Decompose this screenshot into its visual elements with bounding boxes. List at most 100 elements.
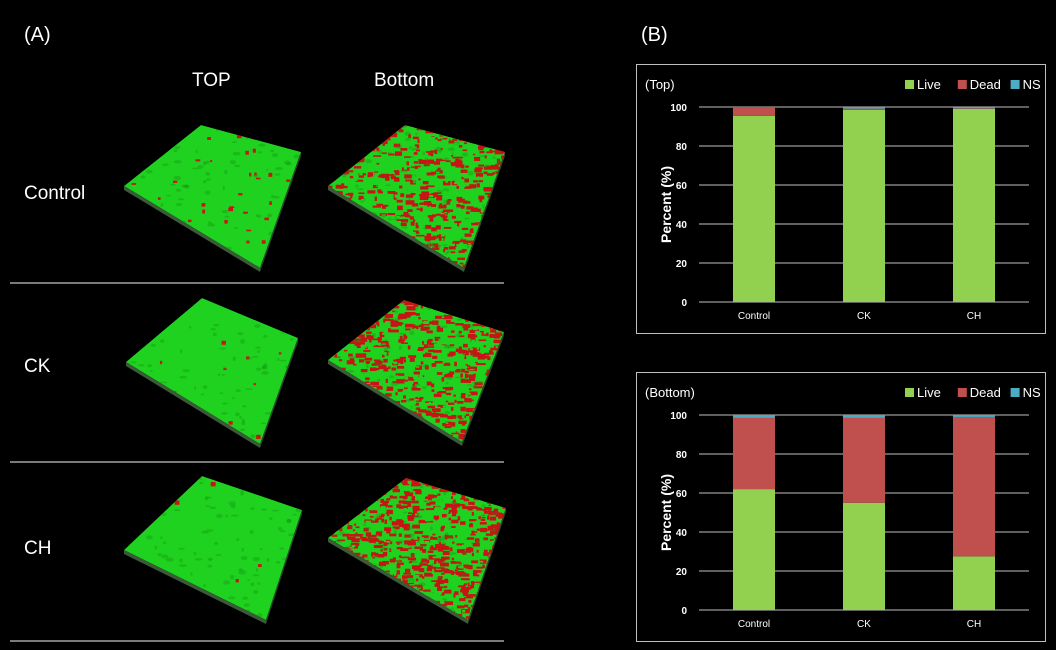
slab-speckle [493, 212, 497, 215]
slab-speckle [328, 337, 334, 342]
slab-texture [505, 569, 506, 572]
slab-texture [204, 160, 210, 164]
slab-speckle [495, 346, 498, 348]
bar-control-dead [733, 417, 775, 490]
slab-speckle [402, 506, 408, 509]
y-tick-label: 40 [676, 220, 688, 231]
slab-speckle [402, 390, 408, 395]
slab-speckle [504, 578, 506, 583]
slab-speckle [328, 254, 332, 260]
slab-texture [286, 162, 292, 166]
slab-speckle [494, 526, 500, 530]
slab-texture [483, 164, 490, 168]
slab-speckle [471, 560, 479, 564]
slab-speckle [476, 420, 481, 424]
slab-texture [147, 300, 156, 303]
slab-speckle [356, 147, 361, 151]
slab-speckle [493, 401, 497, 404]
slab-texture [249, 530, 254, 534]
slab-speckle [429, 217, 434, 222]
slab-speckle [368, 129, 377, 134]
slab-speckle [496, 253, 505, 258]
slab-speckle [486, 447, 489, 448]
slab-speckle [436, 372, 443, 375]
slab-speckle [246, 240, 250, 244]
slab-speckle [452, 554, 457, 557]
slab-speckle [377, 337, 382, 341]
slab-speckle [462, 176, 468, 178]
slab-speckle [328, 210, 336, 213]
slab-texture [365, 418, 373, 421]
slab-speckle [415, 432, 422, 436]
slab-speckle [381, 444, 386, 448]
slab-speckle [371, 300, 375, 301]
slab-speckle [416, 198, 420, 202]
slab-speckle [501, 131, 505, 135]
slab-speckle [412, 401, 417, 405]
slab-speckle [411, 500, 419, 504]
slab-texture [444, 532, 449, 537]
slab-speckle [491, 171, 495, 175]
slab-texture [200, 393, 205, 396]
slab-speckle [408, 560, 415, 564]
slab-speckle [421, 267, 428, 268]
slab-speckle [489, 263, 493, 267]
slab-texture [240, 491, 244, 496]
slab-speckle [452, 541, 455, 544]
slab-speckle [375, 603, 384, 606]
slab-speckle [374, 196, 377, 202]
slab-speckle [451, 414, 457, 419]
slab-texture [174, 134, 183, 138]
slab-speckle [360, 221, 366, 226]
slab-speckle [328, 352, 331, 356]
slab-speckle [324, 582, 328, 585]
slab-speckle [499, 571, 503, 575]
slab-speckle [471, 248, 476, 251]
slab-speckle [435, 543, 443, 549]
slab-texture [149, 369, 153, 372]
slab-speckle [486, 478, 492, 482]
slab-speckle [299, 194, 301, 199]
slab-speckle [489, 228, 497, 234]
slab-speckle [469, 377, 476, 381]
slab-speckle [458, 330, 462, 334]
slab-speckle [463, 174, 469, 178]
slab-speckle [499, 594, 502, 598]
slab-texture [333, 255, 336, 259]
slab-speckle [339, 128, 345, 132]
slab-speckle [360, 302, 369, 305]
slab-speckle [384, 260, 392, 264]
slab-speckle [445, 193, 451, 195]
y-axis-label: Percent (%) [658, 166, 674, 243]
slab-speckle [363, 204, 369, 206]
slab-speckle [332, 146, 335, 150]
slab-speckle [479, 321, 482, 324]
slab-speckle [363, 313, 370, 316]
slab-speckle [457, 401, 464, 404]
slab-speckle [463, 499, 467, 502]
slab-speckle [487, 515, 490, 520]
slab-speckle [373, 593, 380, 596]
slab-speckle [415, 258, 423, 261]
slab-speckle [491, 421, 495, 425]
column-header-bottom: Bottom [374, 70, 435, 91]
slab-speckle [471, 401, 477, 405]
slab-speckle [473, 439, 478, 441]
slab-speckle [455, 156, 463, 159]
slab-speckle [353, 401, 357, 406]
slab-speckle [385, 378, 388, 383]
slab-speckle [496, 391, 502, 395]
slab-surface [328, 478, 506, 620]
bar-control-live [733, 115, 775, 303]
slab-speckle [494, 271, 498, 272]
slab-speckle [465, 131, 469, 134]
slab-speckle [348, 205, 351, 209]
slab-speckle [402, 605, 411, 608]
slab-speckle [462, 149, 468, 152]
slab-speckle [404, 129, 407, 132]
slab-speckle [340, 424, 349, 427]
slab-speckle [422, 352, 432, 358]
slab-speckle [436, 567, 445, 569]
slab-speckle [345, 599, 349, 603]
slab-speckle [435, 518, 438, 521]
